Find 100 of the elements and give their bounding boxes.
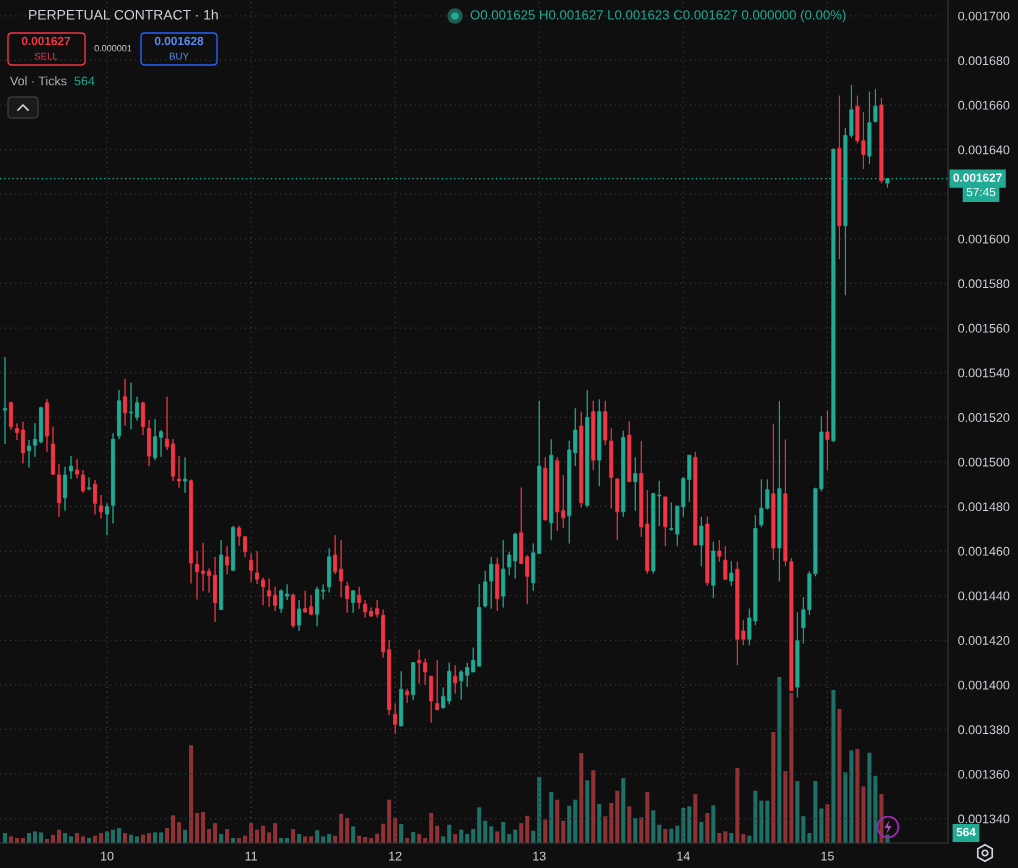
candlestick: [327, 547, 332, 593]
candlestick: [207, 568, 212, 593]
bar: [117, 828, 122, 843]
bar: [501, 821, 506, 843]
bar: [597, 803, 602, 843]
bar: [753, 790, 758, 843]
candlestick: [879, 97, 884, 184]
candlestick: [189, 479, 194, 584]
text: PERPETUAL CONTRACT · 1h: [29, 9, 218, 20]
candlestick: [729, 560, 734, 587]
y-tick-label: 0.001520: [958, 413, 1010, 422]
bar: [789, 693, 794, 843]
y-tick-label: 0.001560: [958, 323, 1010, 333]
candlestick: [453, 664, 458, 694]
bar: [663, 829, 668, 843]
candlestick: [579, 411, 584, 508]
y-tick-label: 0.001380: [958, 725, 1010, 735]
candlestick: [363, 599, 368, 618]
candlestick: [225, 545, 230, 575]
candlestick: [483, 570, 488, 608]
annotation: O0.001625 H0.001627 L0.001623 C0.001627 0.000000 (0.00%): [470, 9, 846, 23]
candlestick: [50, 426, 56, 476]
annotation: SELL: [34, 52, 58, 60]
candlestick: [68, 455, 74, 480]
bar: [177, 822, 182, 843]
candlestick: [44, 398, 50, 453]
candlestick: [279, 589, 284, 614]
candlestick: [495, 557, 500, 612]
y-tick-label: 0.001700: [958, 11, 1010, 21]
candlestick: [339, 539, 344, 598]
text: 57:45: [966, 187, 996, 197]
candlestick: [297, 599, 302, 632]
x-tick-label: 12: [389, 851, 402, 861]
bar: [525, 815, 530, 843]
candlestick: [86, 477, 92, 491]
bar: [783, 771, 788, 843]
bar: [32, 831, 38, 843]
bar: [213, 823, 218, 843]
bar: [471, 829, 476, 843]
x-tick-label: 14: [677, 851, 690, 861]
bar: [759, 800, 764, 843]
candlestick: [717, 539, 722, 563]
annotation: 0.001628: [154, 36, 204, 46]
candlestick: [309, 594, 314, 616]
bar: [645, 792, 650, 843]
bar: [675, 825, 680, 843]
candlestick: [32, 422, 38, 458]
candlestick: [417, 649, 422, 684]
candlestick: [26, 439, 32, 468]
candlestick: [231, 525, 236, 572]
candlestick: [429, 675, 434, 723]
annotation: BUY: [169, 52, 189, 60]
bar: [819, 808, 824, 843]
candlestick: [795, 611, 800, 698]
candlestick: [2, 356, 8, 445]
candlestick: [303, 590, 308, 614]
candlestick: [165, 396, 170, 451]
candlestick: [243, 535, 248, 558]
y-tick-label: 0.001600: [958, 234, 1010, 244]
bar: [627, 806, 632, 843]
candlestick: [369, 607, 374, 618]
y-tick-label: 0.001660: [958, 100, 1010, 110]
bar: [339, 813, 344, 843]
x-tick-label: 13: [533, 851, 546, 861]
candlestick: [153, 418, 158, 461]
candlestick: [219, 539, 224, 610]
candlestick: [447, 662, 452, 705]
y-tick-label: 0.001540: [958, 368, 1010, 378]
candlestick: [837, 95, 842, 260]
bar: [201, 811, 206, 843]
candlestick: [693, 451, 698, 546]
bar: [813, 781, 818, 843]
bar: [855, 749, 860, 843]
bar: [567, 805, 572, 843]
bar: [795, 781, 800, 843]
candlestick: [423, 658, 428, 686]
bar: [381, 823, 386, 843]
text: 564: [956, 827, 976, 837]
bar: [639, 817, 644, 843]
candlestick: [585, 389, 590, 508]
x-tick-label: 10: [101, 851, 114, 861]
candlestick: [56, 463, 62, 518]
candlestick: [711, 541, 716, 599]
bar: [537, 776, 542, 843]
x-tick-label: 11: [245, 851, 257, 861]
bar: [771, 731, 776, 843]
y-tick-label: 0.001420: [958, 636, 1010, 645]
bar: [495, 831, 500, 843]
candlestick: [177, 455, 182, 489]
bar: [837, 709, 842, 843]
candlestick: [237, 525, 242, 547]
bar: [225, 829, 230, 843]
candlestick: [357, 586, 362, 610]
bar: [699, 821, 704, 843]
candlestick: [62, 466, 68, 512]
candlestick: [20, 421, 26, 464]
candlestick: [633, 456, 638, 512]
y-tick-label: 0.001460: [958, 546, 1010, 556]
bar: [435, 825, 440, 843]
candlestick: [381, 609, 386, 659]
